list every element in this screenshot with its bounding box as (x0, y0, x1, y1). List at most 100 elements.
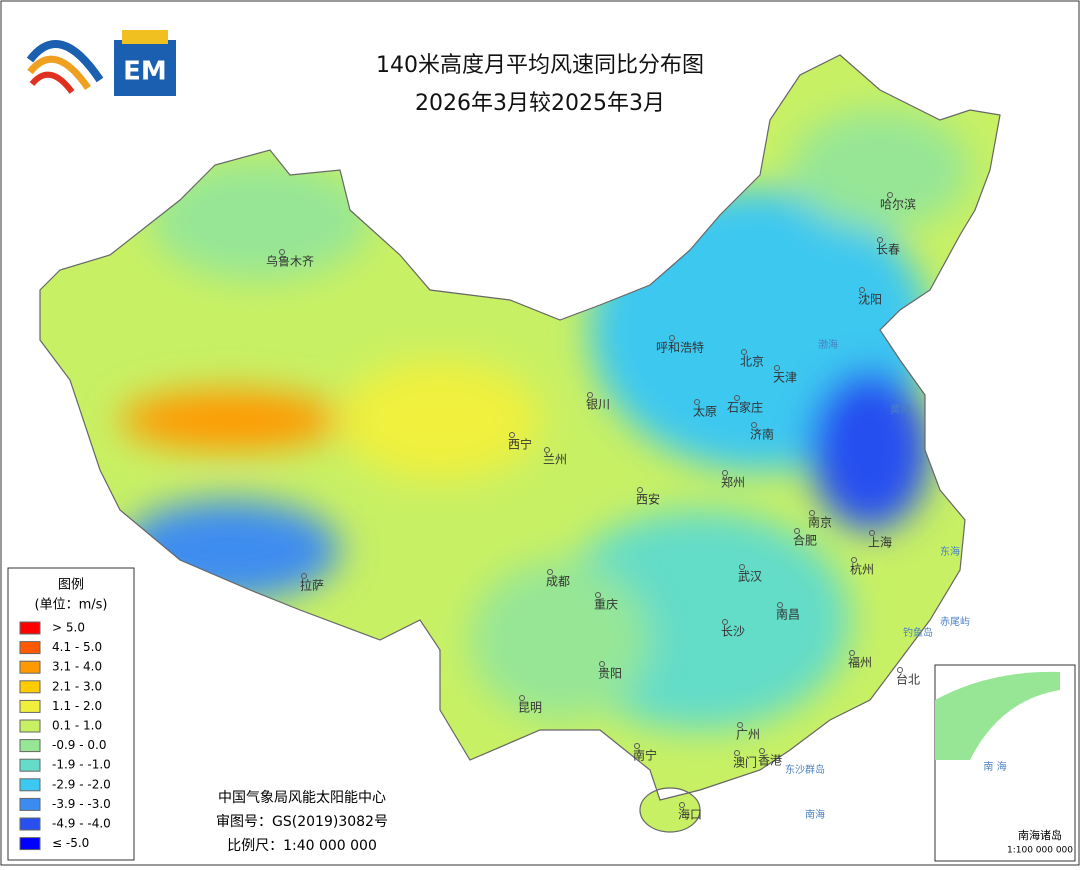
legend-swatch (19, 817, 41, 831)
sea-label: 渤海 (818, 338, 838, 351)
city-label: 西安 (636, 492, 660, 507)
city-label: 石家庄 (727, 400, 763, 415)
city-dot (547, 569, 553, 575)
legend-label: 1.1 - 2.0 (52, 699, 102, 713)
footer-org: 中国气象局风能太阳能中心 (218, 790, 386, 806)
legend-swatch (19, 621, 41, 635)
legend-swatch (19, 797, 41, 811)
city-label: 南昌 (776, 607, 800, 622)
legend-label: -1.9 - -1.0 (52, 758, 111, 772)
city-dot (722, 619, 728, 625)
city-label: 哈尔滨 (880, 197, 916, 212)
city-dot (595, 592, 601, 598)
legend-label: ≤ -5.0 (52, 836, 89, 850)
city-dot (301, 573, 307, 579)
legend-label: -4.9 - -4.0 (52, 817, 111, 831)
city-dot (794, 528, 800, 534)
legend-label: 0.1 - 1.0 (52, 719, 102, 733)
city-label: 济南 (750, 427, 774, 442)
footer-scale: 比例尺：1:40 000 000 (227, 838, 377, 854)
city-dot (851, 557, 857, 563)
city-label: 郑州 (721, 475, 745, 490)
city-dot (637, 487, 643, 493)
inset-scale: 1:100 000 000 (1007, 846, 1073, 856)
legend-swatch (19, 739, 41, 753)
city-dot (877, 237, 883, 243)
legend-swatch (19, 660, 41, 674)
inset-sea: 南 海 (983, 760, 1006, 773)
sea-label: 钓鱼岛 (903, 626, 933, 639)
legend-label: 3.1 - 4.0 (52, 660, 102, 674)
city-dot (737, 722, 743, 728)
city-label: 天津 (773, 371, 797, 385)
subtitle: 2026年3月较2025年3月 (415, 91, 665, 116)
city-label: 广州 (736, 728, 760, 742)
svg-text:EM: EM (123, 57, 167, 87)
legend-swatch (19, 699, 41, 713)
city-dot (679, 802, 685, 808)
city-dot (634, 743, 640, 749)
legend-unit: (单位：m/s) (35, 598, 108, 613)
city-label: 长沙 (721, 625, 745, 639)
city-dot (669, 335, 675, 341)
city-label: 杭州 (850, 562, 874, 577)
city-dot (694, 399, 700, 405)
city-label: 重庆 (594, 598, 618, 612)
legend-label: 4.1 - 5.0 (52, 640, 102, 654)
city-dot (279, 249, 285, 255)
sea-label: 黄海 (890, 403, 910, 416)
city-label: 台北 (896, 672, 920, 687)
city-dot (809, 510, 815, 516)
city-label: 兰州 (543, 453, 567, 467)
city-dot (544, 447, 550, 453)
city-label: 南京 (808, 515, 832, 530)
city-dot (759, 748, 765, 754)
city-dot (587, 392, 593, 398)
city-label: 南宁 (633, 748, 657, 763)
city-label: 拉萨 (300, 578, 324, 593)
city-dot (777, 602, 783, 608)
city-dot (897, 667, 903, 673)
title: 140米高度月平均风速同比分布图 (376, 53, 704, 78)
city-label: 合肥 (793, 533, 817, 548)
logo: EM (26, 30, 176, 96)
city-label: 乌鲁木齐 (266, 254, 314, 269)
legend-label: -2.9 - -2.0 (52, 777, 111, 791)
city-label: 福州 (848, 655, 872, 670)
footer-review: 审图号：GS(2019)3082号 (216, 814, 388, 830)
legend-label: 2.1 - 3.0 (52, 679, 102, 693)
city-label: 西宁 (508, 437, 532, 452)
legend-swatch (19, 680, 41, 694)
city-dot (859, 287, 865, 293)
inset: 南 海 南海诸岛 1:100 000 000 (934, 664, 1076, 862)
legend-swatch (19, 719, 41, 733)
legend-swatch (19, 758, 41, 772)
city-dot (509, 432, 515, 438)
city-dot (734, 395, 740, 401)
city-dot (599, 661, 605, 667)
city-label: 呼和浩特 (656, 340, 704, 355)
city-label: 长春 (876, 243, 900, 257)
city-label: 太原 (693, 404, 717, 419)
legend-swatch (19, 641, 41, 655)
city-dot (519, 695, 525, 701)
city-label: 北京 (740, 355, 764, 369)
legend-swatch (19, 837, 41, 851)
sea-label: 东海 (940, 545, 960, 558)
city-label: 贵阳 (598, 667, 622, 681)
inset-title: 南海诸岛 (1018, 828, 1062, 842)
city-label: 昆明 (518, 701, 542, 715)
city-label: 银川 (586, 398, 610, 412)
city-label: 成都 (546, 575, 570, 589)
city-dot (869, 530, 875, 536)
sea-label: 赤尾屿 (940, 616, 970, 628)
city-label: 香港 (758, 754, 782, 768)
city-label: 武汉 (738, 570, 762, 584)
city-dot (751, 422, 757, 428)
sea-label: 东沙群岛 (785, 763, 825, 776)
city-label: 上海 (868, 535, 892, 550)
city-dot (887, 192, 893, 198)
legend-swatch (19, 778, 41, 792)
city-label: 澳门 (733, 755, 757, 770)
